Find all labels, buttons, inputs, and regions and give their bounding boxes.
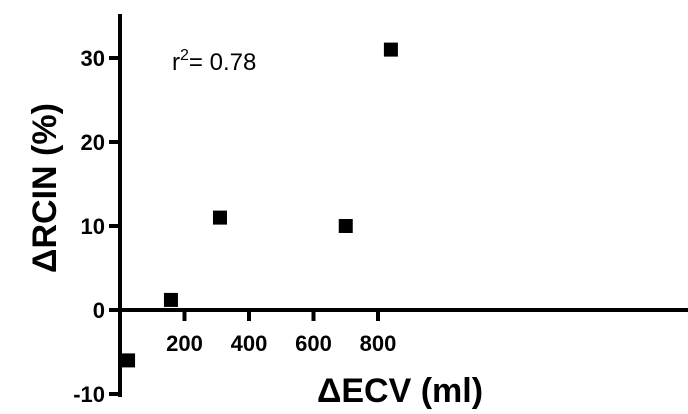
y-tick-label-10: 10 (81, 214, 105, 239)
x-tick-label-200: 200 (166, 331, 203, 356)
y-tick-label-0: 0 (93, 298, 105, 323)
data-point-2 (163, 292, 178, 307)
x-tick-label-600: 600 (295, 331, 332, 356)
data-points (121, 42, 398, 368)
y-tick-label-20: 20 (81, 130, 105, 155)
ticks: 200 400 600 800 -10 0 10 20 30 (73, 46, 396, 407)
y-axis-title: ΔRCIN (%) (26, 103, 64, 273)
r-squared-annotation: r2= 0.78 (172, 47, 256, 76)
data-point-3 (212, 210, 227, 225)
x-tick-label-800: 800 (360, 331, 397, 356)
y-tick-label-30: 30 (81, 46, 105, 71)
r-squared-prefix: r (172, 49, 180, 76)
y-tick-label--10: -10 (73, 382, 105, 407)
data-point-4 (338, 219, 353, 233)
data-point-1 (121, 353, 136, 368)
axes (118, 14, 688, 397)
x-tick-label-400: 400 (231, 331, 268, 356)
data-point-5 (383, 42, 398, 57)
r-squared-value: = 0.78 (189, 49, 256, 76)
x-axis-title: ΔECV (ml) (317, 372, 483, 410)
r-squared-superscript: 2 (180, 47, 189, 64)
